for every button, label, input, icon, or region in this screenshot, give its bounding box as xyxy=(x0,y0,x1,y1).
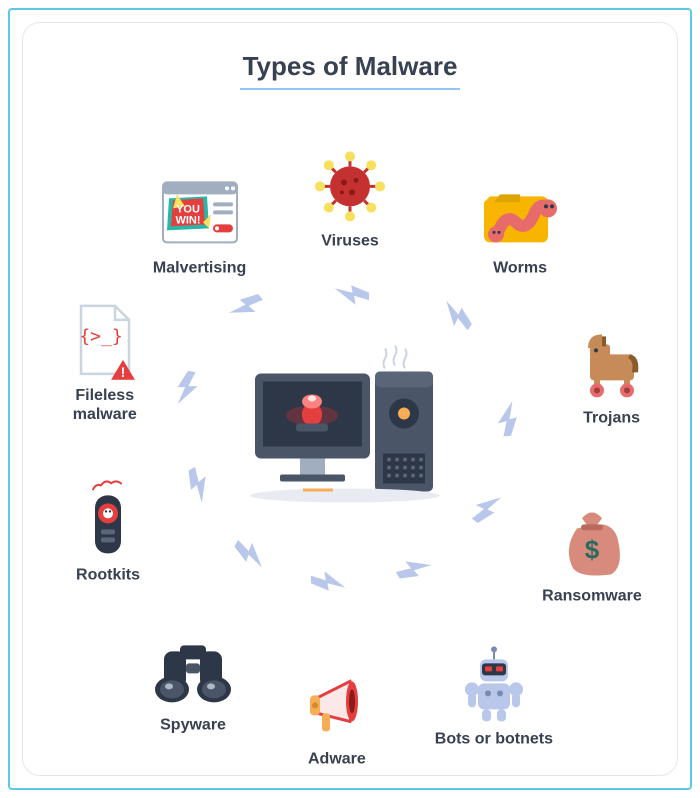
lightning-bolt-icon xyxy=(311,568,349,594)
node-label: Viruses xyxy=(280,232,420,251)
malware-node-trojans: Trojans xyxy=(542,325,678,428)
node-label: Worms xyxy=(450,259,590,278)
malware-node-spyware: Spyware xyxy=(123,632,263,735)
lightning-bolt-icon xyxy=(179,463,220,509)
document-icon: {>_} ! xyxy=(35,302,175,380)
malware-node-rootkits: Rootkits xyxy=(38,482,178,585)
robot-icon xyxy=(424,645,564,723)
binoculars-icon xyxy=(123,632,263,710)
outer-frame: Types of Malware xyxy=(8,8,692,790)
adwindow-icon: YOU WIN! xyxy=(130,175,270,253)
lightning-bolt-icon xyxy=(331,282,369,308)
virus-icon xyxy=(280,148,420,226)
malware-node-malvert: YOU WIN! Malvertising xyxy=(130,175,270,278)
svg-text:!: ! xyxy=(120,364,125,380)
remote-icon xyxy=(38,482,178,560)
lightning-bolt-icon xyxy=(432,294,478,337)
megaphone-icon xyxy=(267,666,407,744)
malware-node-adware: Adware xyxy=(267,666,407,769)
node-label: Ransomware xyxy=(522,586,662,605)
node-label: Adware xyxy=(267,750,407,769)
trojan-icon xyxy=(542,325,678,403)
lightning-bolt-icon xyxy=(229,533,275,574)
lightning-bolt-icon xyxy=(466,483,509,529)
lightning-bolt-icon xyxy=(171,369,203,411)
malware-node-bots: Bots or botnets xyxy=(424,645,564,748)
worm-icon xyxy=(450,175,590,253)
node-label: Malvertising xyxy=(130,259,270,278)
page-title: Types of Malware xyxy=(23,51,677,88)
node-label: Rootkits xyxy=(38,566,178,585)
center-computer-icon xyxy=(235,344,465,519)
malware-node-viruses: Viruses xyxy=(280,148,420,251)
node-label: Spyware xyxy=(123,716,263,735)
lightning-bolt-icon xyxy=(493,397,522,437)
svg-text:WIN!: WIN! xyxy=(175,215,200,227)
svg-text:$: $ xyxy=(585,534,600,564)
node-label: Bots or botnets xyxy=(424,729,564,748)
node-label: Filelessmalware xyxy=(35,386,175,424)
lightning-bolt-icon xyxy=(392,547,438,588)
moneybag-icon: $ xyxy=(522,502,662,580)
diagram-canvas: Viruses Worms Trojans $ Ransomware xyxy=(23,90,677,772)
infographic-card: Types of Malware xyxy=(22,22,678,776)
node-label: Trojans xyxy=(542,409,678,428)
malware-node-worms: Worms xyxy=(450,175,590,278)
malware-node-fileless: {>_} ! Filelessmalware xyxy=(35,302,175,424)
lightning-bolt-icon xyxy=(223,286,269,330)
malware-node-ransomware: $ Ransomware xyxy=(522,502,662,605)
svg-text:{>_}: {>_} xyxy=(79,326,122,347)
